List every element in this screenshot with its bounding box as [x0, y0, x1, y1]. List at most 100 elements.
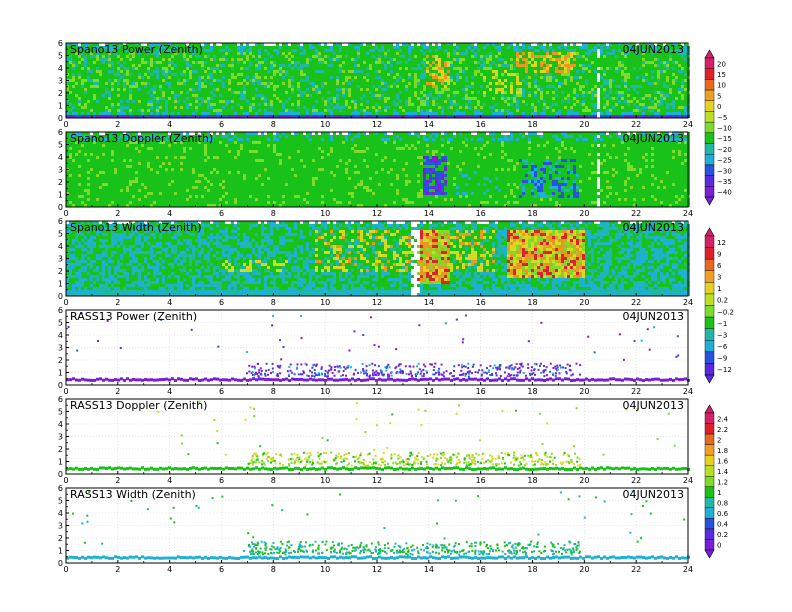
heat-cell: [612, 64, 615, 67]
heat-cell: [510, 46, 513, 49]
heat-cell: [357, 94, 360, 97]
heat-cell: [534, 97, 537, 100]
heat-cell: [600, 70, 603, 73]
heat-cell: [492, 97, 495, 100]
heat-cell: [294, 115, 297, 118]
heat-cell: [465, 73, 468, 76]
heat-cell: [579, 115, 582, 118]
heat-cell: [258, 43, 261, 46]
heat-cell: [84, 70, 87, 73]
heat-cell: [582, 94, 585, 97]
heat-cell: [564, 52, 567, 55]
heat-cell: [240, 79, 243, 82]
heat-cell: [261, 67, 264, 70]
heat-cell: [183, 88, 186, 91]
heat-cell: [81, 85, 84, 88]
heat-cell: [270, 91, 273, 94]
heat-cell: [669, 67, 672, 70]
heat-cell: [390, 58, 393, 61]
heat-cell: [351, 82, 354, 85]
heat-cell: [234, 94, 237, 97]
heat-cell: [669, 64, 672, 67]
heat-cell: [111, 55, 114, 58]
heat-cell: [573, 85, 576, 88]
heat-cell: [360, 70, 363, 73]
heat-cell: [168, 100, 171, 103]
heat-cell: [630, 79, 633, 82]
heat-cell: [585, 103, 588, 106]
heat-cell: [180, 82, 183, 85]
heat-cell: [636, 85, 639, 88]
heat-cell: [414, 100, 417, 103]
heat-cell: [288, 67, 291, 70]
heat-cell: [471, 73, 474, 76]
heat-cell: [309, 103, 312, 106]
heat-cell: [141, 112, 144, 115]
heat-cell: [651, 112, 654, 115]
heat-cell: [270, 94, 273, 97]
heat-cell: [330, 67, 333, 70]
heat-cell: [426, 52, 429, 55]
heat-cell: [576, 49, 579, 52]
heat-cell: [84, 76, 87, 79]
heat-cell: [585, 73, 588, 76]
heat-cell: [363, 115, 366, 118]
heat-cell: [156, 76, 159, 79]
heat-cell: [309, 85, 312, 88]
heat-cell: [663, 49, 666, 52]
heat-cell: [402, 46, 405, 49]
heat-cell: [429, 61, 432, 64]
heat-cell: [543, 55, 546, 58]
heat-cell: [375, 97, 378, 100]
heat-cell: [501, 94, 504, 97]
heat-cell: [90, 100, 93, 103]
heat-cell: [207, 91, 210, 94]
heat-cell: [540, 61, 543, 64]
heat-cell: [231, 112, 234, 115]
heat-cell: [168, 64, 171, 67]
heat-cell: [216, 91, 219, 94]
heat-cell: [102, 88, 105, 91]
heat-cell: [624, 52, 627, 55]
heat-cell: [78, 58, 81, 61]
heat-cell: [150, 73, 153, 76]
heat-cell: [267, 76, 270, 79]
heat-cell: [414, 115, 417, 118]
heat-cell: [459, 97, 462, 100]
heat-cell: [408, 88, 411, 91]
heat-cell: [87, 88, 90, 91]
heat-cell: [111, 70, 114, 73]
heat-cell: [426, 91, 429, 94]
heat-cell: [294, 76, 297, 79]
heat-cell: [447, 79, 450, 82]
heat-cell: [429, 73, 432, 76]
heat-cell: [234, 64, 237, 67]
heat-cell: [78, 79, 81, 82]
heat-cell: [648, 115, 651, 118]
heat-cell: [546, 58, 549, 61]
heat-cell: [480, 97, 483, 100]
heat-cell: [450, 67, 453, 70]
heat-cell: [555, 52, 558, 55]
heat-cell: [180, 52, 183, 55]
heat-cell: [282, 52, 285, 55]
heat-cell: [336, 100, 339, 103]
heat-cell: [315, 55, 318, 58]
heat-cell: [237, 70, 240, 73]
heat-cell: [159, 49, 162, 52]
heat-cell: [591, 64, 594, 67]
heat-cell: [291, 73, 294, 76]
heat-cell: [552, 55, 555, 58]
heat-cell: [396, 67, 399, 70]
heat-cell: [360, 85, 363, 88]
heat-cell: [81, 43, 84, 46]
heat-cell: [480, 70, 483, 73]
heat-cell: [477, 91, 480, 94]
heat-cell: [87, 82, 90, 85]
heat-cell: [417, 73, 420, 76]
heat-cell: [138, 58, 141, 61]
heat-cell: [393, 97, 396, 100]
heat-cell: [117, 88, 120, 91]
heat-cell: [318, 55, 321, 58]
heat-cell: [369, 103, 372, 106]
